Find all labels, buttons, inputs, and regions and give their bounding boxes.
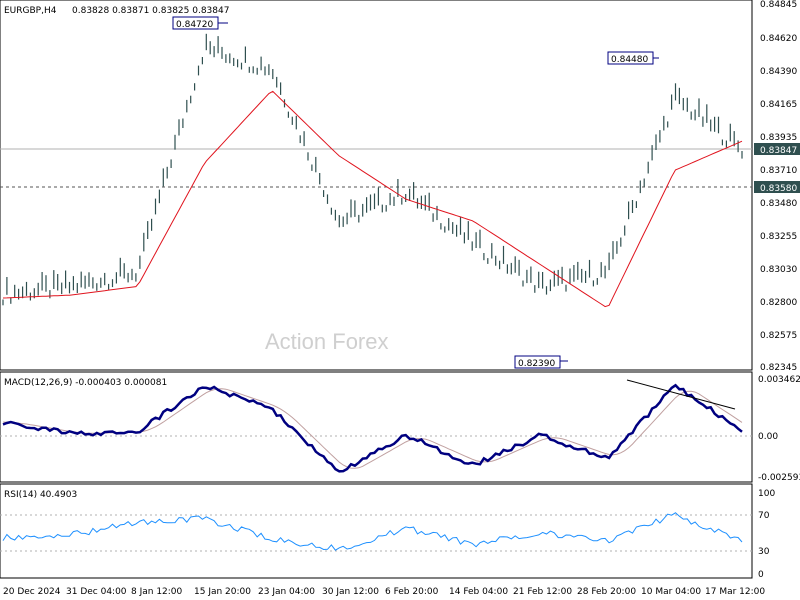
price-tick-8: 0.83030 bbox=[760, 265, 797, 275]
level-price-tag: 0.83580 bbox=[754, 181, 800, 194]
price-tick-3: 0.84165 bbox=[760, 100, 797, 110]
rsi-header: RSI(14) 40.4903 bbox=[4, 490, 77, 500]
rsi-line bbox=[2, 512, 743, 551]
price-tick-0: 0.84845 bbox=[760, 0, 797, 10]
time-label-6: 6 Feb 20:00 bbox=[385, 587, 439, 597]
macd-tick-zero: 0.00 bbox=[758, 432, 778, 442]
time-label-9: 28 Feb 20:00 bbox=[577, 587, 636, 597]
time-label-4: 23 Jan 04:00 bbox=[258, 587, 315, 597]
time-label-1: 31 Dec 04:00 bbox=[66, 587, 127, 597]
price-tick-4: 0.83935 bbox=[760, 133, 797, 143]
macd-header: MACD(12,26,9) -0.000403 0.000081 bbox=[4, 378, 167, 388]
annotation-low1-label: 0.82390 bbox=[518, 359, 555, 369]
watermark: Action Forex bbox=[265, 329, 389, 354]
price-tick-7: 0.83255 bbox=[760, 232, 797, 242]
macd-main-line bbox=[2, 383, 743, 473]
annotation-high2-label: 0.84480 bbox=[611, 55, 648, 65]
annotation-high1-label: 0.84720 bbox=[176, 20, 213, 30]
price-tick-11: 0.82345 bbox=[760, 363, 797, 373]
ohlc-values: 0.83828 0.83871 0.83825 0.83847 bbox=[72, 6, 229, 16]
price-tick-1: 0.84620 bbox=[760, 34, 797, 44]
annotation-low1: 0.82390 bbox=[514, 355, 568, 369]
price-axis: 0.84845 0.84620 0.84390 0.84165 0.83935 … bbox=[760, 0, 797, 373]
annotation-high1: 0.84720 bbox=[172, 16, 228, 30]
macd-trendline bbox=[626, 379, 736, 410]
symbol-label: EURGBP,H4 bbox=[4, 6, 57, 16]
time-label-11: 17 Mar 12:00 bbox=[705, 587, 765, 597]
price-tick-10: 0.82575 bbox=[760, 331, 797, 341]
macd-pane-frame bbox=[0, 371, 753, 483]
rsi-tick-100: 100 bbox=[758, 489, 775, 499]
time-label-8: 21 Feb 12:00 bbox=[513, 587, 572, 597]
level-price-value: 0.83580 bbox=[760, 184, 797, 194]
macd-tick-bottom: -0.002593 bbox=[758, 473, 800, 483]
time-label-7: 14 Feb 04:00 bbox=[449, 587, 508, 597]
time-label-3: 15 Jan 20:00 bbox=[194, 587, 251, 597]
annotation-high2: 0.84480 bbox=[607, 51, 659, 65]
rsi-tick-0: 0 bbox=[758, 570, 764, 580]
price-tick-5: 0.83710 bbox=[760, 166, 797, 176]
macd-tick-top: 0.003462 bbox=[758, 375, 800, 385]
current-price-value: 0.83847 bbox=[760, 146, 797, 156]
time-label-2: 8 Jan 12:00 bbox=[131, 587, 183, 597]
moving-average-line bbox=[2, 90, 743, 308]
price-tick-6: 0.83480 bbox=[760, 199, 797, 209]
rsi-pane-frame bbox=[0, 483, 753, 579]
time-axis: 20 Dec 2024 31 Dec 04:00 8 Jan 12:00 15 … bbox=[3, 587, 765, 597]
time-label-10: 10 Mar 04:00 bbox=[641, 587, 701, 597]
time-label-5: 30 Jan 12:00 bbox=[322, 587, 379, 597]
current-price-tag: 0.83847 bbox=[754, 143, 800, 156]
rsi-tick-30: 30 bbox=[758, 547, 770, 557]
time-label-0: 20 Dec 2024 bbox=[3, 587, 61, 597]
price-tick-2: 0.84390 bbox=[760, 67, 797, 77]
rsi-tick-70: 70 bbox=[758, 511, 770, 521]
price-tick-9: 0.82800 bbox=[760, 298, 797, 308]
